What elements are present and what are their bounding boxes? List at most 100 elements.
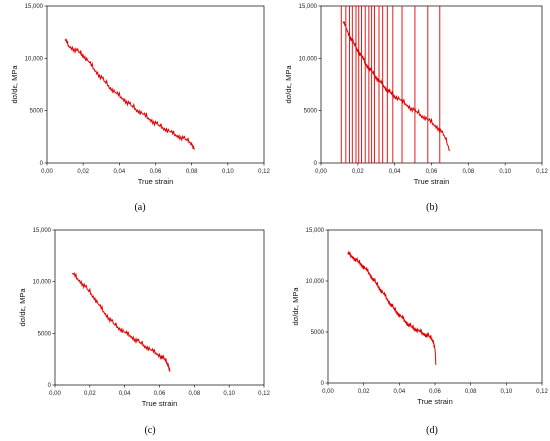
data-point (357, 49, 359, 51)
panel-label: (d) (426, 425, 438, 436)
x-axis-label: True strain (417, 397, 453, 406)
x-tick-label: 0,10 (500, 389, 512, 395)
data-point (88, 61, 89, 62)
y-tick-label: 15,000 (25, 4, 44, 10)
y-tick-label: 15,000 (33, 228, 52, 234)
data-point (449, 150, 451, 151)
data-point (193, 148, 195, 150)
x-tick-label: 0,08 (465, 389, 477, 395)
data-point (353, 43, 355, 45)
data-point (350, 255, 352, 256)
x-tick-label: 0,06 (154, 391, 166, 397)
series-line (72, 271, 171, 372)
y-tick-label: 10,000 (33, 280, 52, 286)
data-point (92, 295, 94, 297)
data-point (124, 331, 126, 333)
panel-label: (c) (144, 425, 155, 436)
data-point (98, 304, 99, 305)
data-point (169, 371, 171, 372)
y-tick-label: 15,000 (306, 228, 325, 234)
data-point (108, 317, 110, 319)
y-tick-label: 5000 (311, 330, 325, 336)
x-tick-label: 0,00 (315, 169, 327, 175)
x-tick-label: 0,02 (84, 391, 96, 397)
data-point (164, 358, 166, 360)
x-tick-label: 0,00 (322, 389, 334, 395)
x-tick-label: 0,02 (358, 389, 370, 395)
data-point (368, 67, 370, 69)
data-point (379, 80, 381, 82)
x-tick-label: 0,00 (41, 169, 53, 175)
y-tick-label: 15,000 (299, 4, 318, 10)
data-point (64, 39, 66, 40)
data-point (103, 311, 105, 313)
data-point (390, 303, 391, 304)
plot-frame (320, 5, 543, 164)
data-point (109, 87, 111, 89)
data-point (169, 131, 171, 133)
data-point (416, 111, 418, 113)
data-point (342, 21, 344, 23)
data-point (137, 109, 138, 111)
y-tick-label: 10,000 (25, 56, 44, 62)
data-point (427, 119, 429, 120)
x-tick-label: 0,08 (186, 169, 198, 175)
data-point (145, 345, 146, 347)
data-point (386, 297, 388, 299)
data-point (397, 312, 398, 314)
panel-label: (a) (134, 202, 145, 213)
x-tick-label: 0,02 (77, 169, 89, 175)
data-point (372, 71, 373, 73)
x-tick-label: 0,06 (150, 169, 162, 175)
data-point (160, 355, 162, 357)
y-tick-label: 5000 (38, 331, 52, 337)
data-point (443, 135, 445, 137)
plot-frame (54, 229, 265, 386)
plot-area (340, 6, 451, 163)
x-tick-label: 0,04 (113, 169, 125, 175)
plot-frame (327, 229, 543, 384)
data-point (79, 51, 80, 53)
y-axis-label: dσ/dε, MPa (284, 65, 293, 104)
x-tick-label: 0,08 (462, 169, 474, 175)
series-line (64, 38, 195, 150)
data-point (372, 277, 373, 279)
y-tick-label: 5000 (304, 109, 318, 115)
data-point (142, 113, 144, 115)
data-point (364, 62, 366, 63)
data-point (104, 80, 106, 82)
x-tick-label: 0,08 (188, 391, 200, 397)
x-tick-label: 0,10 (499, 169, 511, 175)
x-tick-label: 0,04 (389, 169, 401, 175)
x-axis-label: True strain (414, 177, 450, 186)
data-point (131, 105, 133, 107)
data-point (394, 95, 396, 97)
data-point (405, 103, 407, 105)
data-point (126, 100, 127, 102)
plot-area (72, 271, 171, 372)
series-line (347, 250, 437, 365)
data-point (361, 55, 362, 57)
data-point (429, 336, 431, 337)
data-point (120, 96, 122, 98)
data-point (438, 128, 440, 129)
y-tick-label: 0 (314, 161, 318, 167)
data-point (432, 339, 434, 341)
data-point (87, 289, 89, 291)
x-tick-label: 0,04 (393, 389, 405, 395)
data-point (421, 115, 423, 117)
data-point (410, 107, 412, 109)
x-tick-label: 0,12 (536, 169, 548, 175)
data-point (411, 326, 413, 328)
plot-area (64, 38, 195, 150)
data-point (435, 364, 437, 366)
chart-panel-a: 0,00 0,02 0,04 0,06 0,08 0,10 0,12 0 5000 10,000 1… (10, 4, 270, 213)
x-axis-label: True strain (138, 177, 174, 186)
data-point (185, 139, 187, 140)
y-tick-label: 10,000 (299, 56, 318, 62)
data-point (134, 338, 136, 340)
data-point (390, 92, 392, 94)
data-point (393, 308, 395, 309)
data-point (82, 283, 84, 285)
data-point (418, 330, 420, 332)
